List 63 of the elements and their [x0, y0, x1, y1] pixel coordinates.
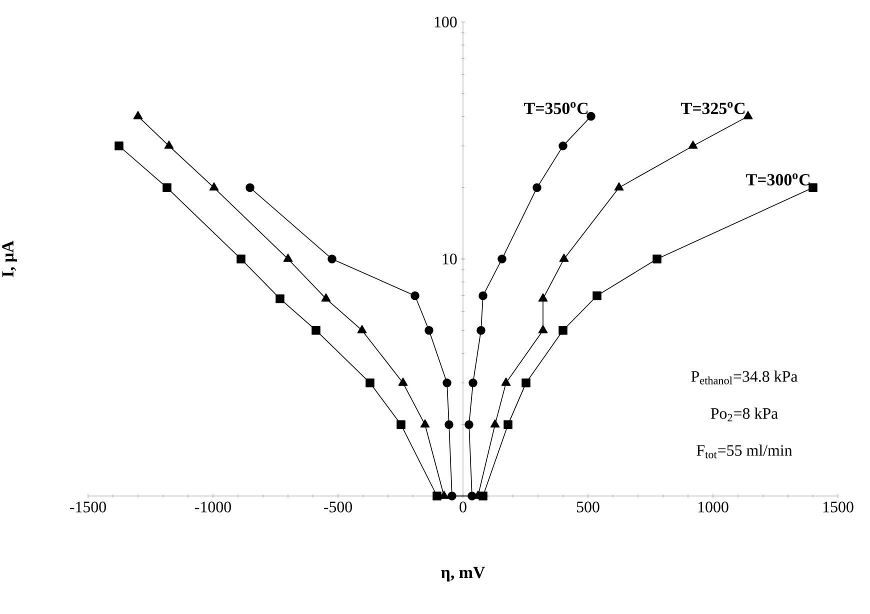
point: [442, 378, 452, 388]
point: [162, 183, 172, 192]
point: [501, 378, 511, 386]
point: [133, 110, 143, 120]
point: [743, 110, 753, 120]
point: [276, 294, 284, 304]
point: [420, 419, 430, 428]
point: [688, 140, 698, 149]
x-tick-label: 0: [460, 502, 466, 512]
point: [476, 326, 486, 335]
point: [366, 378, 374, 388]
point: [490, 419, 500, 428]
point: [246, 183, 254, 192]
point: [592, 291, 602, 300]
point: [464, 420, 474, 430]
point: [448, 492, 456, 500]
point: [538, 324, 548, 334]
point: [209, 182, 219, 191]
series-label: T=325$^{o}$C: [681, 102, 745, 114]
point: [410, 291, 420, 300]
series-label: T=300$^{o}$C: [746, 173, 810, 186]
point: [478, 492, 488, 500]
x-tick-label: 1500: [823, 502, 854, 512]
point: [357, 324, 367, 334]
point: [468, 378, 478, 388]
point: [504, 420, 512, 430]
point: [398, 378, 408, 386]
y-axis-title: I, μA: [2, 240, 17, 277]
x-tick-label: -1000: [195, 502, 231, 512]
point: [538, 293, 548, 302]
x-tick-label: 1000: [698, 502, 728, 512]
x-tick-label: 500: [576, 502, 600, 512]
point: [328, 254, 336, 264]
point: [432, 492, 442, 500]
point: [652, 254, 662, 264]
annotation: F$_{tot}$=55 ml/min: [696, 444, 792, 458]
point: [236, 254, 246, 264]
point: [558, 142, 568, 150]
point: [614, 182, 624, 191]
point: [478, 291, 488, 300]
series-label: T=350$^{o}$C: [524, 102, 588, 114]
x-tick-label: -500: [324, 502, 352, 512]
point: [283, 254, 293, 262]
point: [424, 326, 434, 335]
point: [532, 183, 542, 192]
point: [444, 420, 454, 430]
point: [522, 378, 530, 388]
point: [558, 326, 568, 335]
annotation: P$_{ethanol}$=34.8 kPa: [691, 370, 798, 384]
point: [559, 254, 569, 262]
point: [586, 112, 596, 121]
point: [808, 183, 818, 192]
annotation: Po$_{2}$=8 kPa: [710, 408, 778, 422]
y-tick-label: 10: [442, 254, 457, 264]
x-tick-label: -1500: [70, 502, 106, 512]
y-tick-label: 100: [434, 16, 457, 28]
point: [321, 293, 331, 302]
x-axis-title: η, mV: [441, 566, 486, 582]
point: [114, 142, 124, 150]
point: [498, 254, 506, 264]
point: [312, 326, 320, 335]
point: [164, 140, 174, 149]
point: [396, 420, 406, 430]
